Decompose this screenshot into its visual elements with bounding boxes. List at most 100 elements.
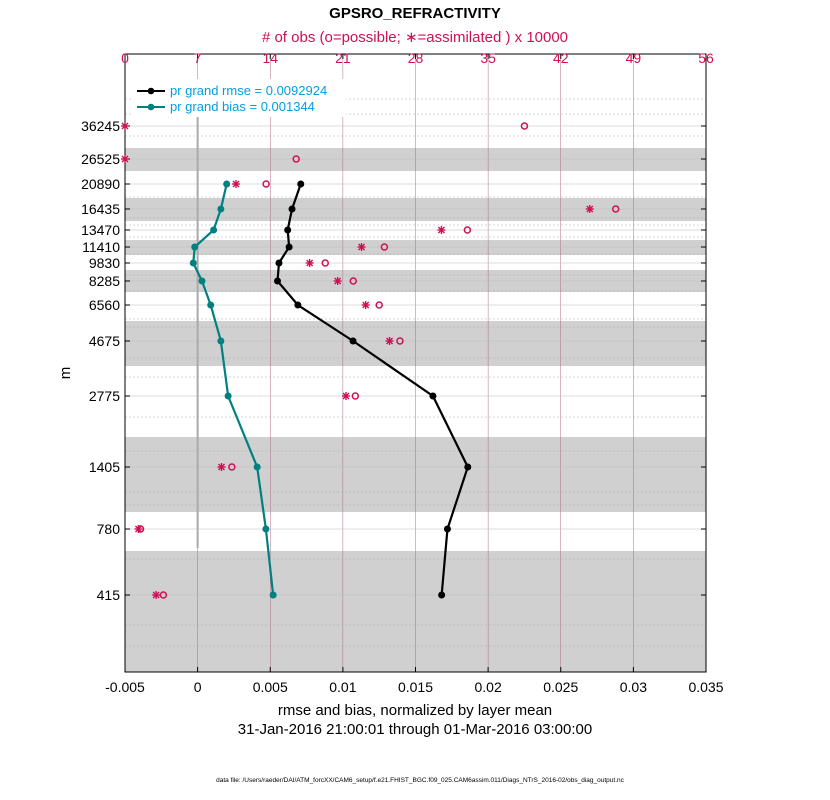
asterisk-stroke [358,243,366,251]
y-tick-label: 16435 [81,201,120,217]
x-tick-label: 0.02 [475,679,502,695]
legend-rmse-label: pr grand rmse = 0.0092924 [170,83,327,98]
x-tick-label: 0.005 [253,679,288,695]
obs-possible-marker [321,259,329,267]
top-tick-label: 28 [408,50,424,66]
obs-assimilated-marker [585,205,594,213]
bias-point [217,337,225,345]
asterisk-stroke [386,337,394,345]
obs-possible-marker [520,122,529,130]
y-tick-label: 36245 [81,118,120,134]
obs-possible-marker [396,337,404,345]
top-tick-label: 35 [480,50,496,66]
bias-point [191,243,199,251]
y-tick-label: 1405 [89,459,120,475]
y-tick-label: 13470 [81,222,120,238]
rmse-point [443,525,451,533]
asterisk-stroke [437,226,445,234]
obs-possible-marker [349,277,357,285]
rmse-point [285,243,293,251]
rmse-point [294,301,302,309]
labels: GPSRO_REFRACTIVITY # of obs (o=possible;… [57,5,625,784]
obs-assimilated-marker [333,277,342,285]
y-axis-label: m [57,367,74,380]
rmse-point [274,277,282,285]
bias-point [223,180,231,188]
rmse-point [288,205,296,213]
legend-box [131,79,346,117]
obs-assimilated-marker [341,392,350,400]
top-tick-label: 0 [121,50,129,66]
asterisk-stroke [217,463,225,471]
bias-point [217,205,225,213]
rmse-point [297,180,305,188]
rmse-point [349,337,357,345]
x-tick-label: -0.005 [105,679,145,695]
asterisk-stroke [362,301,370,309]
obs-assimilated-marker [152,591,161,599]
obs-possible-marker [351,392,360,400]
legend-bias-label: pr grand bias = 0.001344 [170,99,315,114]
series-lines [189,180,472,599]
rmse-point [284,226,292,234]
top-tick-label: 42 [553,50,569,66]
obs-possible-marker [292,155,300,163]
asterisk-stroke [121,122,129,130]
asterisk-stroke [134,525,142,533]
y-tick-label: 9830 [89,255,120,271]
obs-possible-marker [463,226,472,234]
top-axis-label: # of obs (o=possible; ∗=assimilated ) x … [262,29,568,46]
x-tick-label: 0.03 [620,679,647,695]
obs-possible-marker [380,243,389,251]
asterisk-stroke [232,180,240,188]
top-tick-label: 49 [626,50,642,66]
rmse-point [429,392,437,400]
asterisk-stroke [342,392,350,400]
legend: pr grand rmse = 0.0092924 pr grand bias … [131,79,346,117]
obs-possible-marker [228,463,236,471]
asterisk-stroke [121,155,129,163]
date-range: 31-Jan-2016 21:00:01 through 01-Mar-2016… [238,721,592,738]
rmse-point [464,463,472,471]
obs-assimilated-marker [121,122,129,130]
bias-point [262,525,270,533]
x-tick-label: 0.01 [329,679,356,695]
y-tick-label: 11410 [82,239,120,255]
obs-markers [121,122,620,599]
y-tick-label: 6560 [89,297,120,313]
x-tick-label: 0.025 [543,679,578,695]
bias-point [210,226,218,234]
top-tick-label: 56 [698,50,714,66]
obs-assimilated-marker [134,525,143,533]
legend-rmse-marker [147,87,155,95]
chart-title: GPSRO_REFRACTIVITY [329,5,501,22]
y-tick-label: 415 [97,587,121,603]
y-tick-label: 2775 [89,388,120,404]
bias-point [224,392,232,400]
obs-assimilated-marker [217,463,226,471]
obs-assimilated-marker [357,243,366,251]
obs-possible-marker [611,205,620,213]
x-tick-label: 0.015 [398,679,433,695]
y-tick-label: 4675 [89,333,120,349]
y-tick-label: 780 [97,521,121,537]
bias-point [207,301,215,309]
bias-point [253,463,261,471]
obs-assimilated-marker [305,259,314,267]
rmse-line [276,183,469,596]
top-tick-label: 7 [194,50,202,66]
rmse-point [275,259,283,267]
top-tick-label: 21 [335,50,351,66]
y-tick-label: 26525 [81,151,120,167]
x-axis-label: rmse and bias, normalized by layer mean [278,702,552,719]
axis-ticks: -0.005 0 0.005 0.01 0.015 0.02 0.025 0.03 0.035 0… [81,50,724,695]
asterisk-stroke [152,591,160,599]
obs-possible-marker [262,180,270,188]
legend-bias-marker [147,103,155,111]
x-tick-label: 0.035 [688,679,723,695]
top-tick-label: 14 [262,50,278,66]
obs-assimilated-marker [437,226,446,234]
obs-assimilated-marker [232,180,241,188]
obs-possible-marker [375,301,383,309]
bias-line [192,183,275,596]
